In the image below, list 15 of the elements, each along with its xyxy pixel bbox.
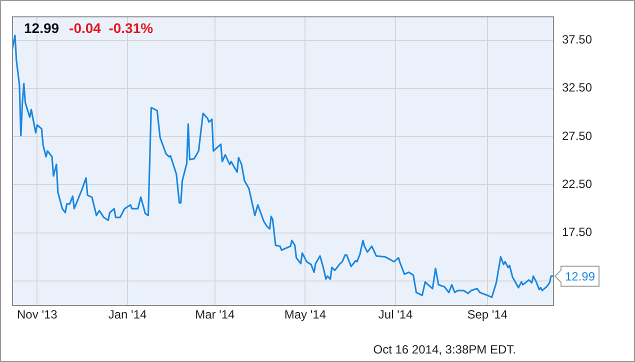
y-tick-label: 17.50 bbox=[562, 225, 592, 240]
chart-title: 12.99 bbox=[24, 20, 60, 36]
chart-subtitle: -0.04 -0.31% bbox=[69, 20, 154, 36]
annotation: 12.99 bbox=[565, 270, 596, 284]
x-tick-label: Sep '14 bbox=[467, 308, 508, 322]
x-tick-label: Jul '14 bbox=[378, 308, 414, 322]
y-tick-label: 37.50 bbox=[562, 32, 592, 47]
text: Oct 16 2014, 3:38PM EDT. bbox=[373, 342, 516, 356]
y-tick-label: 32.50 bbox=[562, 80, 592, 95]
x-tick-label: Jan '14 bbox=[108, 308, 147, 322]
x-tick-label: Nov '13 bbox=[17, 308, 58, 322]
y-tick-label: 27.50 bbox=[562, 128, 592, 143]
x-tick-label: Mar '14 bbox=[195, 308, 236, 322]
x-tick-label: May '14 bbox=[284, 308, 326, 322]
y-tick-label: 22.50 bbox=[562, 176, 592, 191]
